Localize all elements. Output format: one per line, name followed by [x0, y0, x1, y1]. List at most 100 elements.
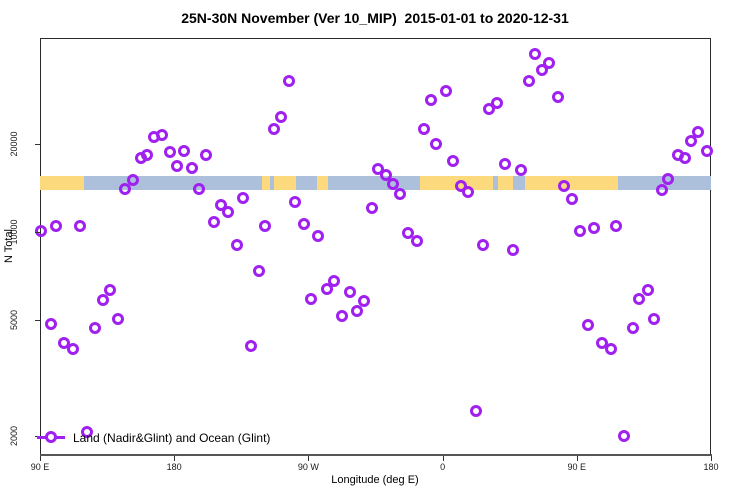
data-point — [627, 321, 640, 334]
data-point — [418, 122, 431, 135]
data-point — [335, 310, 348, 323]
data-point — [662, 172, 675, 185]
x-axis-line — [40, 454, 712, 456]
data-point — [283, 74, 295, 87]
map-band-segment-ocean — [296, 175, 318, 190]
data-point — [558, 179, 571, 192]
data-point — [430, 137, 443, 150]
data-point — [499, 157, 512, 170]
data-point — [178, 145, 191, 158]
data-point — [200, 149, 213, 162]
data-point — [425, 93, 438, 106]
data-point — [358, 295, 371, 308]
data-point — [470, 404, 483, 417]
map-band-segment-ocean — [512, 175, 526, 190]
map-band-segment-land — [262, 175, 271, 190]
data-point — [610, 219, 623, 232]
data-point — [73, 219, 86, 232]
data-point — [275, 110, 288, 123]
data-point — [642, 283, 655, 296]
x-tick-mark — [174, 456, 176, 461]
data-point — [618, 430, 631, 442]
data-point — [656, 184, 669, 197]
data-point — [588, 222, 601, 235]
map-band-segment-land — [40, 175, 84, 190]
data-point — [366, 201, 379, 214]
map-band-segment-land — [498, 175, 513, 190]
data-point — [127, 173, 140, 186]
x-tick-label: 180 — [703, 462, 719, 472]
data-point — [411, 235, 424, 248]
data-point — [701, 145, 714, 158]
x-tick-mark — [40, 456, 41, 461]
data-point — [582, 318, 595, 331]
map-band-segment-land — [317, 175, 328, 190]
data-point — [574, 224, 587, 237]
x-tick-mark — [711, 456, 712, 461]
plot-area — [40, 38, 711, 455]
y-tick-label: 2000 — [9, 425, 19, 447]
data-point — [259, 219, 271, 232]
y-tick-mark — [35, 143, 40, 145]
x-axis-title: Longitude (deg E) — [331, 474, 419, 486]
legend-marker-icon — [45, 431, 57, 443]
data-point — [605, 343, 618, 356]
data-point — [507, 243, 520, 256]
x-tick-label: 180 — [166, 462, 182, 472]
data-point — [58, 336, 70, 349]
data-point — [536, 64, 549, 77]
y-tick-mark — [35, 231, 40, 233]
data-point — [298, 218, 311, 231]
data-point — [312, 229, 325, 242]
legend-label: Land (Nadir&Glint) and Ocean (Glint) — [73, 431, 271, 445]
data-point — [344, 286, 356, 299]
data-point — [387, 177, 400, 190]
data-point — [305, 293, 318, 305]
data-point — [543, 57, 556, 70]
data-point — [104, 283, 117, 296]
data-point — [193, 183, 206, 196]
data-point — [253, 264, 266, 277]
data-point — [97, 293, 110, 306]
data-point — [483, 102, 496, 115]
map-band-segment-ocean — [83, 175, 263, 190]
data-point — [35, 224, 48, 237]
data-point — [244, 340, 257, 353]
data-point — [566, 192, 579, 205]
data-point — [523, 74, 536, 87]
data-point — [118, 183, 131, 196]
x-tick-label: 90 W — [297, 462, 319, 472]
data-point — [477, 239, 490, 252]
y-tick-mark — [35, 319, 40, 321]
data-point — [80, 425, 93, 438]
data-point — [222, 205, 235, 218]
data-point — [440, 84, 453, 97]
data-point — [685, 134, 698, 147]
x-tick-mark — [308, 456, 310, 461]
data-point — [215, 198, 228, 211]
y-axis-title: N Total — [3, 228, 15, 264]
data-point — [515, 163, 528, 176]
x-tick-label: 90 E — [30, 462, 50, 472]
chart-title: 25N-30N November (Ver 10_MIP) 2015-01-01… — [181, 10, 569, 26]
map-band-segment-ocean — [327, 175, 421, 190]
data-point — [596, 336, 609, 349]
data-point — [89, 321, 102, 334]
map-band-segment-land — [274, 175, 297, 190]
data-point — [66, 343, 79, 356]
data-point — [462, 185, 475, 198]
x-tick-mark — [576, 456, 578, 461]
x-tick-label: 90 E — [567, 462, 587, 472]
data-point — [394, 187, 407, 200]
data-point — [208, 216, 220, 229]
data-point — [328, 274, 341, 287]
data-point — [171, 160, 184, 173]
data-point — [529, 48, 542, 61]
data-point — [45, 317, 58, 330]
map-band-segment-ocean — [270, 175, 275, 190]
data-point — [49, 219, 62, 232]
data-point — [288, 195, 301, 208]
x-tick-mark — [442, 456, 444, 461]
data-point — [268, 122, 281, 135]
